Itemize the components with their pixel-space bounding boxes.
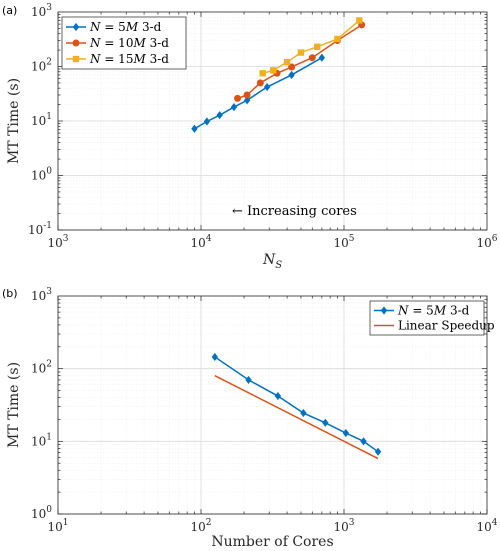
data-point [334, 35, 341, 43]
series-line [214, 375, 379, 460]
data-point [211, 352, 219, 362]
data-point [318, 53, 326, 62]
legend-entry: Linear Speedup [398, 319, 495, 333]
data-point [288, 63, 296, 71]
data-point [356, 17, 363, 24]
y-tick-label: 103 [31, 3, 52, 19]
x-axis-label: NS [262, 252, 282, 271]
data-point [322, 418, 329, 427]
data-point [263, 82, 271, 92]
data-point [216, 111, 223, 120]
data-point [297, 49, 305, 56]
legend-entry: N = 15M 3-d [89, 52, 169, 66]
series-line [214, 356, 379, 453]
data-point [283, 58, 291, 66]
tick-marks [57, 296, 488, 515]
data-point [243, 96, 251, 105]
y-tick-label: 101 [31, 432, 52, 448]
x-tick-label: 103 [47, 234, 68, 250]
data-point [274, 391, 282, 401]
y-tick-label: 101 [31, 112, 52, 128]
tick-marks [57, 12, 487, 231]
legend-marker [380, 306, 388, 315]
x-tick-label: 104 [476, 518, 497, 534]
legend-marker [72, 22, 80, 32]
data-point [191, 124, 198, 133]
x-axis-label: Number of Cores [211, 534, 333, 550]
panel-label: (a) [2, 4, 17, 17]
data-point [360, 437, 367, 446]
axes-box [57, 295, 488, 515]
legend: N = 5M 3-d N = 10M 3-d N = 15M 3-d [61, 16, 187, 70]
y-axis-label: MT Time (s) [6, 78, 22, 164]
data-point [308, 54, 316, 62]
data-point [256, 79, 264, 87]
series-1 [214, 375, 379, 460]
panel-label: (b) [2, 287, 18, 300]
data-point [245, 375, 252, 385]
legend-marker [72, 39, 80, 47]
y-tick-label: 100 [31, 505, 52, 521]
y-tick-label: 102 [31, 58, 52, 74]
data-point [270, 67, 277, 74]
data-point [230, 102, 238, 112]
data-point [300, 408, 307, 418]
y-tick-label: 102 [31, 360, 52, 376]
y-tick-label: 100 [31, 167, 52, 183]
data-point [374, 447, 382, 456]
data-point [288, 70, 295, 80]
legend-entry: N = 5M 3-d [89, 20, 162, 34]
x-tick-label: 104 [190, 234, 211, 250]
data-point [234, 94, 242, 102]
legend-entry: N = 10M 3-d [89, 36, 169, 50]
y-tick-label: 103 [31, 287, 52, 303]
series-0 [211, 352, 382, 456]
y-axis-label: MT Time (s) [6, 362, 22, 448]
legend-entry: N = 5M 3-d [397, 304, 470, 318]
x-tick-label: 105 [333, 234, 354, 250]
chart-panel-a: 103 104 105 106 10-1 100 101 102 103 MT Time (s) N… [2, 3, 498, 271]
series-0 [191, 53, 326, 133]
series-2 [259, 17, 363, 77]
legend-box [369, 300, 485, 336]
x-tick-label: 103 [333, 518, 354, 534]
data-point [314, 43, 321, 50]
data-point [259, 70, 266, 77]
data-point [342, 428, 350, 438]
data-point [243, 91, 251, 99]
x-tick-label: 101 [47, 518, 68, 534]
data-point [203, 117, 211, 126]
annotation: ← Increasing cores [232, 204, 357, 219]
y-tick-label: 10-1 [28, 221, 52, 237]
x-tick-label: 102 [190, 518, 211, 534]
legend-marker [72, 55, 80, 63]
x-tick-label: 106 [476, 234, 497, 250]
